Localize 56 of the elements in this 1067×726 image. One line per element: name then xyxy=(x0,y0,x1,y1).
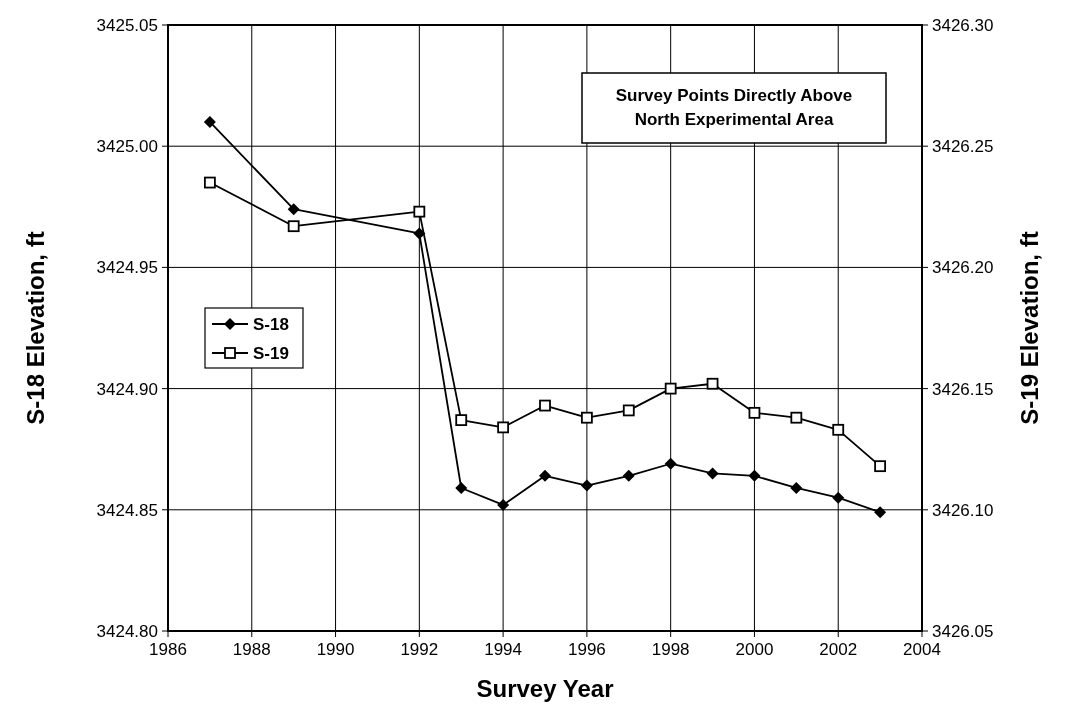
y-tick-label: 3425.00 xyxy=(96,137,158,157)
point xyxy=(790,411,803,424)
legend-label: S-18 xyxy=(253,315,289,334)
y2-tick-label: 3426.30 xyxy=(932,16,994,35)
y-tick-label: 3424.80 xyxy=(96,622,158,641)
x-tick-label: 2000 xyxy=(735,640,774,659)
point xyxy=(455,481,468,494)
y2-tick-label: 3426.10 xyxy=(932,500,994,520)
x-tick-label: 2002 xyxy=(819,640,858,659)
x-tick-label: 1996 xyxy=(567,640,606,659)
y-tick-label: 3424.95 xyxy=(96,258,158,278)
x-tick-label: 1990 xyxy=(316,640,355,659)
point xyxy=(706,467,719,480)
x-tick-label: 1986 xyxy=(149,640,187,659)
x-tick-label: 1988 xyxy=(232,640,271,659)
legend-label: S-19 xyxy=(253,344,289,363)
point xyxy=(832,491,845,504)
y-axis-title: S-18 Elevation, ft xyxy=(22,231,49,425)
point xyxy=(580,479,593,492)
point xyxy=(790,481,803,494)
y2-tick-label: 3426.25 xyxy=(932,137,994,157)
point xyxy=(497,498,510,511)
point xyxy=(622,469,635,482)
point xyxy=(539,469,551,482)
y2-axis-title: S-19 Elevation, ft xyxy=(1016,231,1043,425)
x-tick-label: 1998 xyxy=(651,640,690,659)
x-tick-label: 1994 xyxy=(484,640,523,659)
point xyxy=(748,469,761,482)
y-tick-label: 3425.05 xyxy=(96,16,158,35)
point xyxy=(748,406,761,419)
y2-tick-label: 3426.20 xyxy=(932,258,994,278)
point xyxy=(874,460,887,473)
x-axis-title: Survey Year xyxy=(476,675,614,702)
point xyxy=(874,506,887,519)
point xyxy=(664,382,677,395)
point xyxy=(664,457,677,470)
point xyxy=(455,414,468,427)
y2-tick-label: 3426.15 xyxy=(932,379,994,399)
y-tick-label: 3424.85 xyxy=(96,500,158,520)
point xyxy=(580,411,593,424)
x-tick-label: 1992 xyxy=(400,640,439,659)
y2-tick-label: 3426.05 xyxy=(932,622,994,641)
point xyxy=(706,377,719,390)
point xyxy=(497,421,510,434)
annotation: Survey Points Directly Above North Experimental Area xyxy=(615,86,853,129)
point xyxy=(539,399,551,412)
point xyxy=(622,404,635,417)
point xyxy=(413,205,426,218)
point xyxy=(203,115,216,128)
point xyxy=(287,203,300,216)
point xyxy=(832,423,845,436)
point xyxy=(413,227,426,240)
y-tick-label: 3424.90 xyxy=(96,379,158,399)
point xyxy=(203,176,216,189)
point xyxy=(287,220,300,233)
x-tick-label: 2004 xyxy=(903,640,941,659)
